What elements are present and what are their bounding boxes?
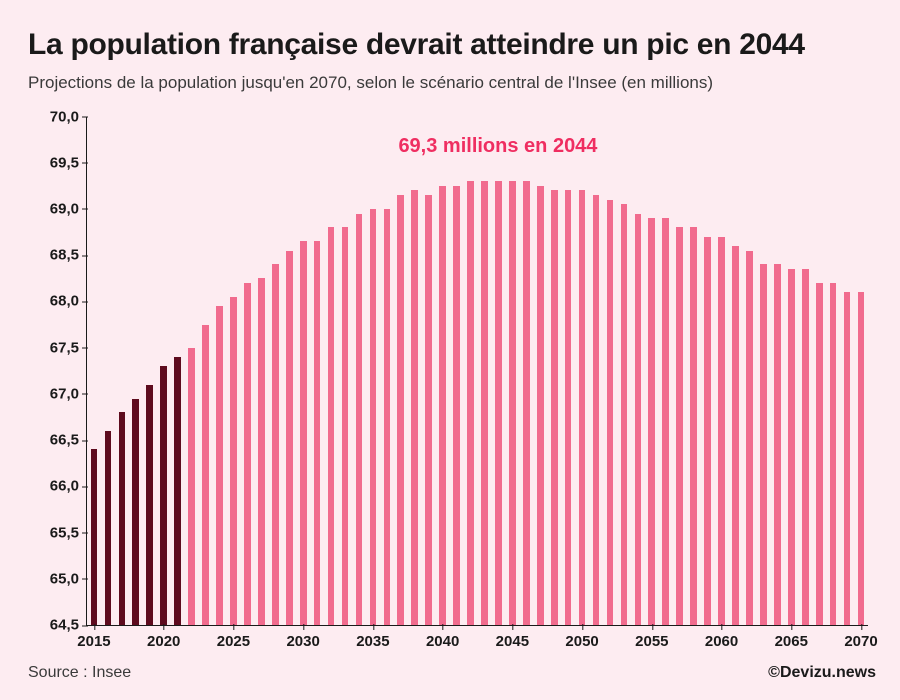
bar: [119, 412, 126, 625]
bar: [160, 366, 167, 625]
bar: [579, 190, 586, 625]
chart-area: 64,565,065,566,066,567,067,568,068,569,0…: [28, 99, 876, 661]
x-tick-label: 2065: [775, 625, 808, 650]
bar: [425, 195, 432, 625]
bar: [662, 218, 669, 625]
bar: [397, 195, 404, 625]
y-tick-label: 67,5: [50, 339, 87, 356]
bar: [593, 195, 600, 625]
x-tick-label: 2040: [426, 625, 459, 650]
bar: [300, 241, 307, 625]
bar: [216, 306, 223, 625]
y-tick-label: 67,0: [50, 385, 87, 402]
bar: [384, 209, 391, 625]
y-tick-label: 70,0: [50, 108, 87, 125]
x-tick-label: 2070: [844, 625, 877, 650]
bar: [607, 200, 614, 625]
y-tick-label: 66,0: [50, 478, 87, 495]
chart-subtitle: Projections de la population jusqu'en 20…: [28, 73, 876, 93]
x-tick-label: 2045: [496, 625, 529, 650]
bar: [481, 181, 488, 625]
plot-area: 64,565,065,566,066,567,067,568,068,569,0…: [86, 117, 868, 627]
y-tick-label: 65,5: [50, 524, 87, 541]
x-tick-label: 2030: [286, 625, 319, 650]
y-tick-label: 66,5: [50, 432, 87, 449]
x-tick-label: 2035: [356, 625, 389, 650]
y-tick-label: 65,0: [50, 570, 87, 587]
x-tick-label: 2025: [217, 625, 250, 650]
bar: [105, 431, 112, 625]
y-tick-label: 69,0: [50, 200, 87, 217]
x-tick-label: 2060: [705, 625, 738, 650]
bar: [690, 227, 697, 625]
bar: [495, 181, 502, 625]
bar: [509, 181, 516, 625]
bar: [328, 227, 335, 625]
bar: [788, 269, 795, 625]
bar: [760, 264, 767, 625]
attribution-label: ©Devizu.news: [768, 664, 876, 682]
bar: [704, 237, 711, 625]
x-tick-label: 2015: [77, 625, 110, 650]
bar: [258, 278, 265, 625]
bar: [635, 214, 642, 625]
bar: [746, 251, 753, 625]
chart-footer: Source : Insee ©Devizu.news: [28, 664, 876, 682]
bar: [565, 190, 572, 625]
peak-annotation: 69,3 millions en 2044: [398, 135, 597, 158]
bar: [342, 227, 349, 625]
bar: [370, 209, 377, 625]
bar: [272, 264, 279, 625]
chart-title: La population française devrait atteindr…: [28, 28, 876, 63]
bar: [523, 181, 530, 625]
bar: [146, 385, 153, 625]
bar: [802, 269, 809, 625]
bar: [356, 214, 363, 625]
bar: [551, 190, 558, 625]
bar: [621, 204, 628, 625]
bar: [467, 181, 474, 625]
bar: [439, 186, 446, 625]
bar: [844, 292, 851, 625]
x-tick-label: 2050: [565, 625, 598, 650]
bar: [314, 241, 321, 625]
x-tick-label: 2055: [635, 625, 668, 650]
bar: [732, 246, 739, 625]
bar: [91, 449, 98, 625]
y-tick-label: 68,0: [50, 293, 87, 310]
bar: [648, 218, 655, 625]
x-tick-label: 2020: [147, 625, 180, 650]
figure: La population française devrait atteindr…: [0, 0, 900, 700]
bar: [718, 237, 725, 625]
bar: [858, 292, 865, 625]
bar: [816, 283, 823, 625]
bar: [453, 186, 460, 625]
bar: [774, 264, 781, 625]
bar: [188, 348, 195, 625]
source-label: Source : Insee: [28, 664, 131, 682]
bar: [174, 357, 181, 625]
bar: [537, 186, 544, 625]
bar: [230, 297, 237, 625]
y-tick-label: 68,5: [50, 247, 87, 264]
y-tick-label: 69,5: [50, 154, 87, 171]
bar: [286, 251, 293, 625]
bar: [830, 283, 837, 625]
bar: [202, 325, 209, 625]
bar: [132, 399, 139, 626]
bar: [411, 190, 418, 625]
bar: [676, 227, 683, 625]
bar: [244, 283, 251, 625]
